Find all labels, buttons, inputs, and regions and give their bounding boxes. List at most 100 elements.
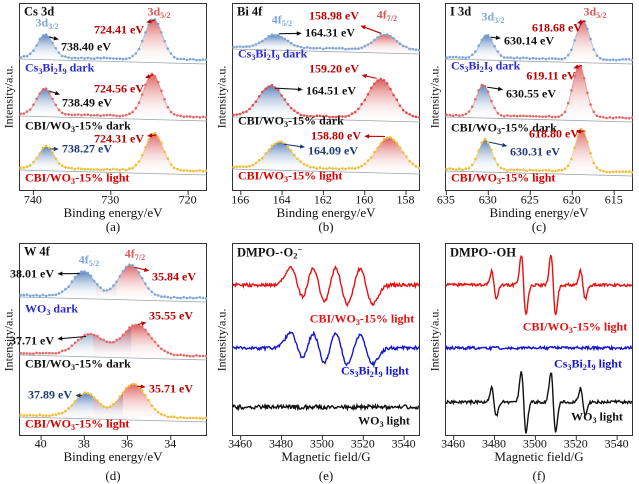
series-label: Cs3Bi2I9 dark xyxy=(25,60,95,76)
series-a-0 xyxy=(19,18,207,65)
doublet-label: 3d5/2 xyxy=(147,4,171,20)
tick-label: 730 xyxy=(101,192,120,207)
tick-label: 3540 xyxy=(604,436,629,451)
panel-caption: (e) xyxy=(318,468,334,484)
peak-annotation: 724.31 eV xyxy=(94,131,144,146)
series-label: CBI/WO3-15% dark xyxy=(451,120,557,136)
plot-e xyxy=(232,243,420,440)
y-axis-label: Intensity/a.u. xyxy=(1,65,16,129)
panel-e: CBI/WO3-15% light Cs3Bi2I9 light WO3 light… xyxy=(213,238,426,484)
series-label: CBI/WO3-15% light xyxy=(522,319,628,335)
panel-c: 630.14 eV 618.68 eV Cs3Bi2I9 dark 630.55 eV… xyxy=(426,0,639,238)
peak-annotation: 35.84 eV xyxy=(152,269,196,284)
peak-annotation: 164.31 eV xyxy=(305,25,355,40)
doublet-label: 4f5/2 xyxy=(78,252,100,268)
tick-label: 40 xyxy=(34,436,47,451)
y-axis-label: Intensity/a.u. xyxy=(427,308,442,371)
tick-label: 3460 xyxy=(441,436,466,451)
series-label: CBI/WO3-15% light xyxy=(25,170,130,186)
panel-title: Cs 3d xyxy=(24,4,55,19)
series-f-0 xyxy=(445,254,633,316)
tick-label: 615 xyxy=(604,192,623,207)
series-a-1 xyxy=(19,72,207,122)
series-label: CBI/WO3-15% dark xyxy=(238,113,344,129)
plot-f xyxy=(445,243,633,440)
peak-annotation: 619.11 eV xyxy=(526,68,576,83)
tick-label: 3480 xyxy=(482,436,507,451)
panel-title: Bi 4f xyxy=(237,4,263,19)
tick-label: 3500 xyxy=(522,436,547,451)
doublet-label: 4f7/2 xyxy=(124,246,146,262)
plot-d xyxy=(19,243,207,440)
plot-c xyxy=(445,3,633,195)
tick-label: 160 xyxy=(355,192,374,207)
peak-annotation: 164.09 eV xyxy=(308,143,358,158)
series-e-2 xyxy=(232,402,420,412)
series-c-2 xyxy=(445,127,633,177)
panel-title: DMPO-·O2− xyxy=(237,244,303,261)
series-f-1 xyxy=(445,344,633,352)
tick-label: 720 xyxy=(178,192,197,207)
peak-annotation: 35.55 eV xyxy=(149,308,193,323)
peak-annotation: 738.40 eV xyxy=(61,39,111,54)
series-label: WO3 light xyxy=(571,409,623,425)
panel-caption: (d) xyxy=(105,468,121,484)
peak-annotation: 724.41 eV xyxy=(94,22,144,37)
series-label: Cs3Bi2I9 dark xyxy=(451,58,521,74)
series-e-1 xyxy=(232,330,420,368)
panel-f: CBI/WO3-15% light Cs3Bi2I9 light WO3 light… xyxy=(426,238,639,484)
doublet-label: 4f7/2 xyxy=(376,7,398,23)
series-c-1 xyxy=(445,64,633,123)
tick-label: 740 xyxy=(23,192,42,207)
peak-annotation: 618.80 eV xyxy=(529,126,579,141)
series-label: Cs3Bi2I9 light xyxy=(341,363,409,379)
tick-label: 3540 xyxy=(391,436,416,451)
y-axis-label: Intensity/a.u. xyxy=(1,308,16,371)
plot-a xyxy=(19,3,207,195)
peak-annotation: 159.20 eV xyxy=(309,61,359,76)
tick-label: 620 xyxy=(562,192,581,207)
tick-label: 162 xyxy=(313,192,332,207)
series-label: WO3 dark xyxy=(25,301,79,317)
series-label: CBI/WO3-15% light xyxy=(309,311,415,327)
tick-label: 166 xyxy=(231,192,250,207)
plot-b xyxy=(232,3,420,195)
panel-caption: (b) xyxy=(318,219,334,235)
x-axis-label: Binding energy/eV xyxy=(63,205,163,221)
y-axis-label: Intensity/a.u. xyxy=(214,308,229,371)
tick-label: 630 xyxy=(478,192,497,207)
series-b-1 xyxy=(232,77,420,123)
series-b-2 xyxy=(232,136,420,175)
panel-title: W 4f xyxy=(24,244,50,259)
tick-label: 3460 xyxy=(228,436,253,451)
tick-label: 158 xyxy=(396,192,415,207)
panel-title: I 3d xyxy=(450,4,472,19)
series-label: Cs3Bi2I9 dark xyxy=(238,46,308,62)
panel-caption: (a) xyxy=(105,219,121,235)
peak-annotation: 37.71 eV xyxy=(10,333,54,348)
series-label: CBI/WO3-15% dark xyxy=(25,118,131,134)
series-label: WO3 light xyxy=(358,413,410,429)
peak-annotation: 630.31 eV xyxy=(510,144,560,159)
series-d-2 xyxy=(19,382,207,423)
series-d-0 xyxy=(19,263,207,303)
series-label: CBI/WO3-15% light xyxy=(25,416,130,432)
series-f-2 xyxy=(446,371,633,434)
peak-annotation: 158.80 eV xyxy=(311,128,361,143)
panel-a: 738.40 eV 724.41 eV Cs3Bi2I9 dark 738.49 eV… xyxy=(0,0,213,238)
y-axis-label: Intensity/a.u. xyxy=(214,65,229,129)
tick-label: 3520 xyxy=(563,436,588,451)
x-axis-label: Binding energy/eV xyxy=(489,205,589,221)
x-axis-label: Binding energy/eV xyxy=(63,449,163,465)
doublet-label: 3d5/2 xyxy=(583,4,607,20)
tick-label: 625 xyxy=(520,192,539,207)
peak-annotation: 630.14 eV xyxy=(504,33,554,48)
panel-title: DMPO-·OH xyxy=(450,245,516,260)
tick-label: 36 xyxy=(121,436,134,451)
tick-label: 3520 xyxy=(350,436,375,451)
peak-annotation: 618.68 eV xyxy=(532,20,582,35)
panel-caption: (f) xyxy=(532,468,546,484)
series-c-0 xyxy=(445,19,633,65)
doublet-label: 3d3/2 xyxy=(481,9,505,25)
series-label: CBI/WO3-15% dark xyxy=(25,356,131,372)
